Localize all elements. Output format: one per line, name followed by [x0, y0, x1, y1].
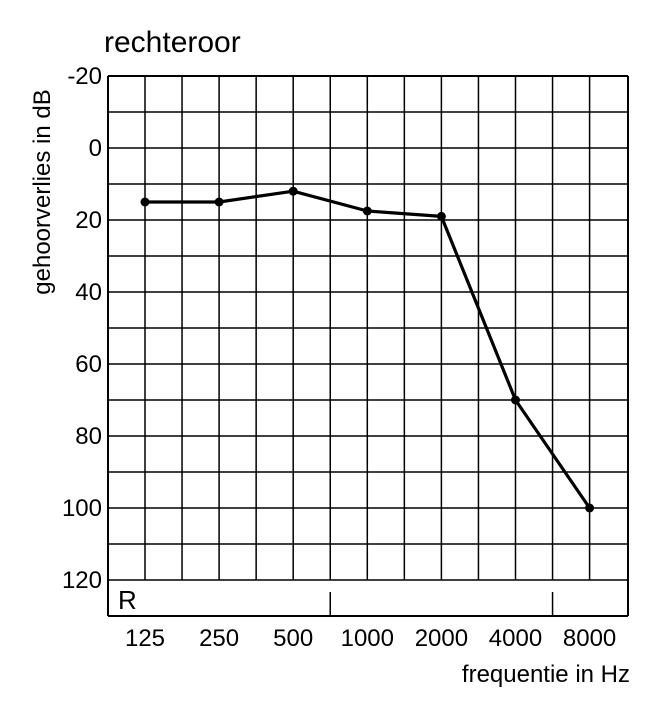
x-tick-label: 4000 — [489, 625, 542, 652]
x-tick-label: 1000 — [341, 625, 394, 652]
data-point — [288, 186, 298, 196]
data-point — [585, 503, 595, 513]
data-point — [511, 395, 520, 405]
ear-marker-label: R — [118, 585, 137, 615]
x-tick-label: 2000 — [415, 625, 468, 652]
y-tick-label: 100 — [62, 495, 102, 522]
y-axis-label: gehoorverlies in dB — [29, 89, 56, 294]
y-tick-label: 60 — [75, 351, 102, 378]
data-point — [214, 197, 224, 207]
y-tick-label: 0 — [89, 135, 102, 162]
y-tick-label: 40 — [75, 279, 102, 306]
y-tick-labels: -20 0 20 40 60 80 100 120 — [62, 63, 102, 594]
data-point — [436, 211, 446, 221]
x-tick-labels: 125 250 500 1000 2000 4000 8000 — [125, 625, 616, 652]
grid — [107, 75, 629, 617]
data-point — [140, 197, 150, 207]
series-layer — [140, 186, 595, 513]
y-tick-label: 80 — [75, 423, 102, 450]
x-tick-label: 250 — [199, 625, 239, 652]
chart-title: rechteroor — [104, 26, 241, 59]
y-tick-label: 20 — [75, 207, 102, 234]
y-tick-label: 120 — [62, 567, 102, 594]
x-tick-label: 8000 — [563, 625, 616, 652]
y-tick-label: -20 — [67, 63, 102, 90]
x-tick-label: 500 — [273, 625, 313, 652]
data-point — [362, 206, 372, 216]
x-axis-label: frequentie in Hz — [462, 661, 630, 688]
x-tick-label: 125 — [125, 625, 165, 652]
